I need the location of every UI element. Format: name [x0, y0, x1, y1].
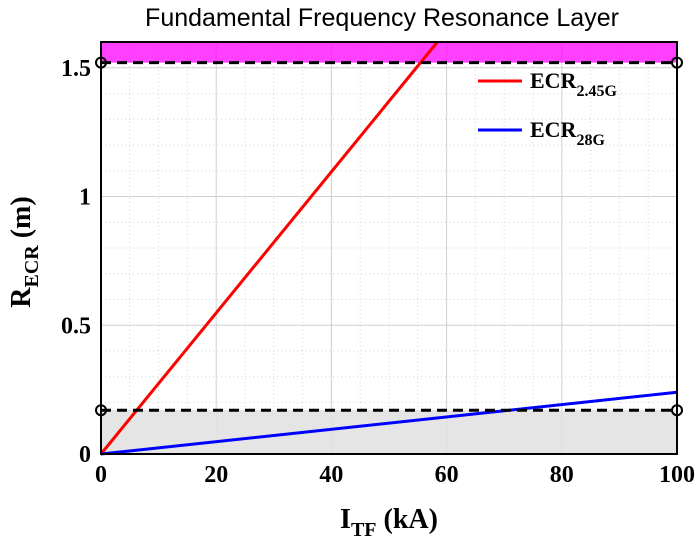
y-tick-label: 1	[79, 185, 91, 211]
y-axis-label-main: R	[6, 287, 37, 308]
y-tick-labels: 0 0.5 1 1.5	[61, 56, 91, 468]
y-tick-label: 1.5	[61, 56, 91, 82]
legend: ECR2.45G ECR28G	[478, 68, 617, 149]
y-axis-label: RECR (m)	[6, 196, 43, 307]
x-axis-label-main: I	[340, 504, 351, 535]
axes-box	[100, 41, 678, 455]
x-tick-label: 40	[319, 462, 343, 488]
legend-label-28g-main: ECR	[530, 117, 578, 142]
legend-label-2.45g-sub: 2.45G	[576, 83, 617, 100]
shaded-regions	[101, 42, 677, 454]
x-axis-label: ITF (kA)	[340, 504, 438, 541]
y-tick-label: 0	[79, 442, 91, 468]
x-axis-label-sub: TF	[351, 519, 377, 541]
y-axis-label-sub: ECR	[21, 245, 43, 288]
y-axis-label-unit: (m)	[6, 196, 37, 245]
series-group	[99, 41, 678, 456]
legend-label-2.45g-main: ECR	[530, 68, 578, 93]
chart-title: Fundamental Frequency Resonance Layer	[145, 4, 619, 32]
x-axis-label-unit: (kA)	[377, 504, 438, 535]
upper-shaded-region	[101, 42, 677, 63]
legend-label-28g-sub: 28G	[576, 132, 605, 149]
x-tick-label: 100	[659, 462, 695, 488]
x-tick-labels: 0 20 40 60 80 100	[95, 462, 695, 488]
series-line-2.45g	[99, 41, 439, 455]
plot-frame	[100, 41, 678, 455]
lower-shaded-region	[101, 410, 677, 454]
legend-label-28g: ECR28G	[530, 117, 605, 149]
x-tick-label: 80	[550, 462, 574, 488]
series-line-28g	[100, 390, 678, 456]
legend-label-2.45g: ECR2.45G	[530, 68, 617, 100]
x-tick-label: 0	[95, 462, 107, 488]
x-tick-label: 20	[204, 462, 228, 488]
x-tick-label: 60	[435, 462, 459, 488]
y-tick-label: 0.5	[61, 313, 91, 339]
